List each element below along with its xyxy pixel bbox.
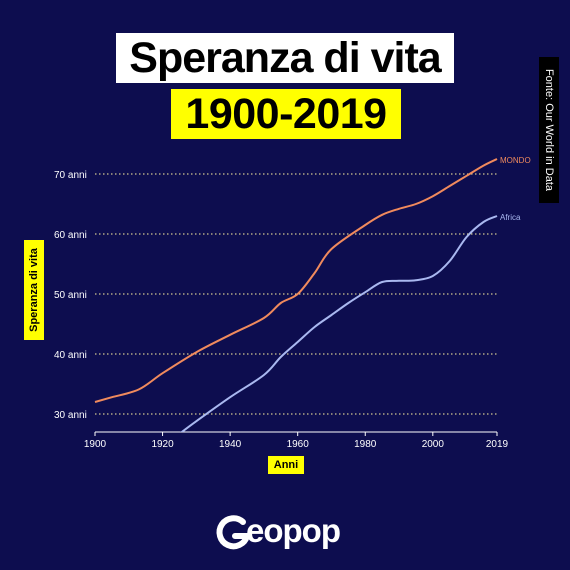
chart-title-line1: Speranza di vita	[116, 33, 454, 83]
series-label-mondo: MONDO	[500, 156, 531, 165]
y-axis-label: Speranza di vita	[24, 240, 44, 340]
y-tick-label: 30 anni	[54, 410, 87, 421]
brand-name: eopop	[246, 512, 341, 549]
x-axis-label: Anni	[268, 456, 304, 474]
series-line-mondo	[94, 158, 498, 403]
x-tick-label: 1980	[354, 439, 377, 450]
x-tick-label: 1960	[287, 439, 310, 450]
y-tick-label: 40 anni	[54, 350, 87, 361]
x-tick-label: 1920	[151, 439, 174, 450]
y-tick-label: 70 anni	[54, 170, 87, 181]
x-tick-label: 2019	[486, 439, 509, 450]
y-tick-label: 60 anni	[54, 230, 87, 241]
y-tick-label: 50 anni	[54, 290, 87, 301]
x-tick-label: 1940	[219, 439, 242, 450]
source-label: Fonte: Our World in Data	[539, 57, 559, 203]
x-tick-label: 2000	[422, 439, 445, 450]
chart-title-line2: 1900-2019	[171, 89, 401, 139]
x-tick-label: 1900	[84, 439, 107, 450]
series-label-africa: Africa	[500, 213, 521, 222]
series-line-africa	[180, 215, 498, 432]
geopop-logo	[216, 515, 251, 550]
